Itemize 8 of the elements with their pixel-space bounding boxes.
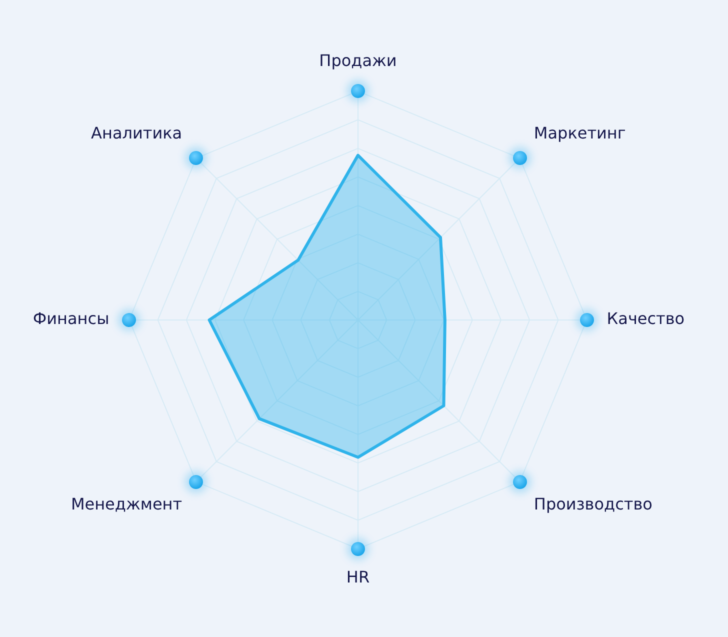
spoke-label: Финансы [32, 309, 110, 328]
spoke-label: Качество [606, 309, 685, 328]
spoke-label: HR [346, 568, 370, 587]
spoke-label: Маркетинг [534, 124, 626, 143]
spoke-label: Менеджмент [70, 494, 182, 514]
spoke-label: Продажи [319, 50, 397, 70]
spoke-label: Аналитика [91, 124, 182, 143]
spoke-label: Производство [534, 494, 652, 514]
